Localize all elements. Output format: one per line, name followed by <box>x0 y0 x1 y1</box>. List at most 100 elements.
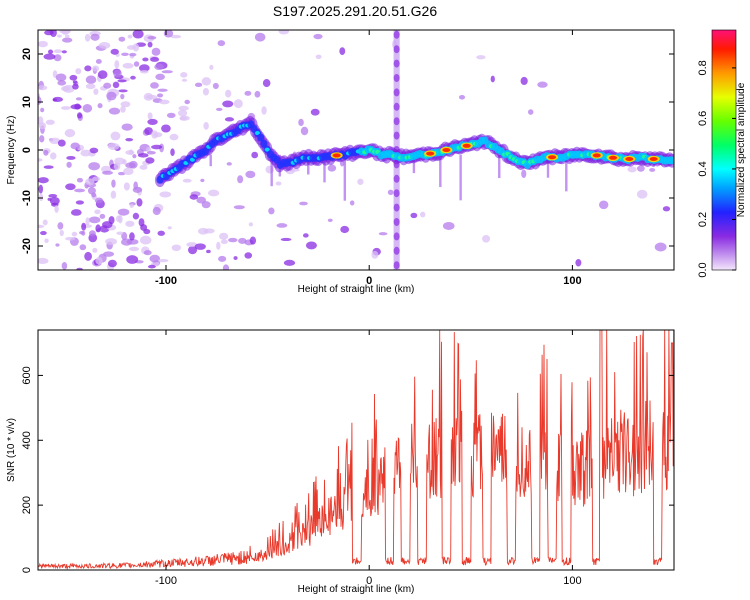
noise-blob <box>113 69 122 78</box>
stripe-blob <box>393 30 400 39</box>
noise-blob <box>458 94 466 100</box>
noise-blob <box>233 256 238 260</box>
noise-blob <box>278 30 290 35</box>
noise-blob <box>201 77 211 86</box>
noise-blob <box>140 224 148 231</box>
stripe-blob <box>393 246 400 255</box>
noise-blob <box>82 103 93 113</box>
hot-spot-core <box>592 153 601 158</box>
noise-blob <box>49 137 61 145</box>
noise-blob <box>189 194 199 200</box>
streak <box>546 154 550 178</box>
noise-blob <box>216 107 223 111</box>
spectrogram-y-label: Frequency (Hz) <box>6 116 17 185</box>
noise-blob <box>224 89 232 98</box>
noise-blob <box>94 209 101 215</box>
noise-blob <box>268 207 275 215</box>
noise-blob <box>371 250 379 259</box>
spectrogram-heatmap <box>38 30 674 270</box>
stripe-blob <box>393 102 400 111</box>
noise-blob <box>79 231 84 235</box>
noise-blob <box>575 258 582 267</box>
noise-blob <box>118 36 126 42</box>
x-tick-label: 0 <box>366 275 372 287</box>
hot-spot-core <box>426 151 435 156</box>
noise-blob <box>61 262 68 270</box>
noise-blob <box>56 34 62 38</box>
hot-spot-core <box>548 155 557 160</box>
noise-blob <box>132 30 144 39</box>
noise-blob <box>59 30 71 34</box>
noise-blob <box>442 222 455 230</box>
y-tick-label: 0 <box>21 567 33 573</box>
noise-blob <box>130 75 136 80</box>
noise-blob <box>66 161 72 168</box>
noise-blob <box>76 177 84 183</box>
streak <box>459 154 462 201</box>
noise-blob <box>62 37 73 43</box>
noise-blob <box>237 175 244 184</box>
noise-blob <box>161 124 171 133</box>
noise-blob <box>202 87 210 96</box>
noise-blob <box>38 224 45 229</box>
noise-blob <box>378 232 388 236</box>
noise-blob <box>207 189 220 197</box>
noise-blob <box>222 264 230 270</box>
noise-blob <box>85 217 90 226</box>
stripe-blob <box>393 189 400 198</box>
noise-blob <box>276 223 288 228</box>
noise-blob <box>50 30 57 38</box>
noise-blob <box>476 55 486 60</box>
noise-blob <box>98 42 111 49</box>
noise-blob <box>233 205 245 210</box>
noise-blob <box>155 73 166 81</box>
noise-blob <box>129 149 134 156</box>
noise-blob <box>85 83 96 90</box>
noise-blob <box>636 189 648 199</box>
noise-blob <box>157 88 168 92</box>
snr-panel: -100 0 100 0 200 400 600 Height of straight l… <box>6 329 675 595</box>
streak <box>565 154 568 192</box>
noise-blob <box>85 178 95 186</box>
noise-blob <box>97 103 103 109</box>
noise-blob <box>654 242 667 252</box>
noise-blob <box>93 88 99 95</box>
figure-title: S197.2025.291.20.51.G26 <box>273 3 437 19</box>
colorbar-tick-label: 0.8 <box>697 60 709 75</box>
noise-blob <box>59 229 64 237</box>
noise-blob <box>70 209 82 216</box>
noise-blob <box>220 239 228 245</box>
noise-blob <box>120 106 126 113</box>
noise-blob <box>186 242 198 248</box>
noise-blob <box>76 112 83 119</box>
noise-blob <box>228 237 238 243</box>
noise-blob <box>132 186 143 193</box>
noise-blob <box>80 149 92 157</box>
noise-blob <box>74 188 86 193</box>
noise-blob <box>50 152 57 160</box>
noise-blob <box>123 182 130 191</box>
noise-blob <box>302 233 309 238</box>
noise-blob <box>169 133 179 141</box>
noise-blob <box>60 106 71 110</box>
noise-blob <box>217 40 226 47</box>
noise-blob <box>178 105 189 111</box>
noise-blob <box>57 222 64 230</box>
noise-blob <box>209 64 214 70</box>
noise-blob <box>132 212 140 220</box>
noise-blob <box>137 153 149 158</box>
noise-blob <box>139 235 152 245</box>
stripe-blob <box>393 131 400 140</box>
noise-blob <box>70 142 80 150</box>
noise-blob <box>111 179 116 188</box>
noise-blob <box>38 158 43 162</box>
noise-blob <box>150 56 160 62</box>
noise-blob <box>528 109 534 115</box>
noise-blob <box>84 65 92 72</box>
noise-blob <box>69 74 78 81</box>
noise-blob <box>54 205 59 213</box>
noise-blob <box>44 238 49 243</box>
noise-blob <box>194 243 206 250</box>
noise-blob <box>127 34 133 39</box>
noise-blob <box>38 85 48 91</box>
